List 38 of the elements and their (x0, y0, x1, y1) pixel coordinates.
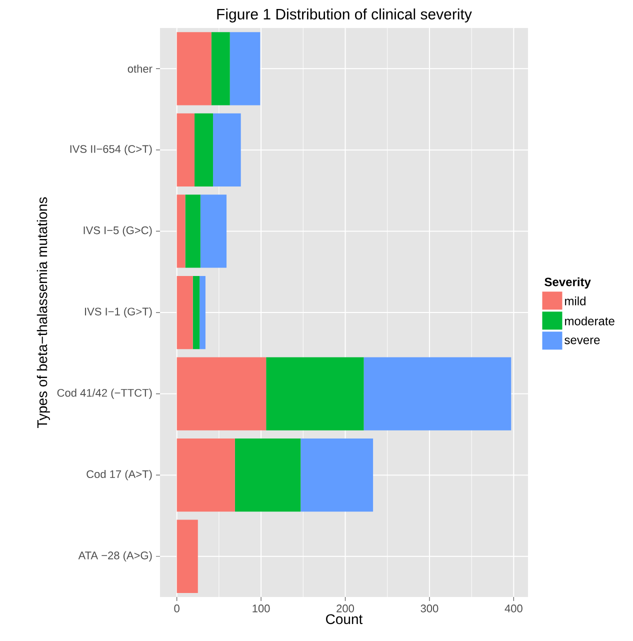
y-tick-label: IVS I−1 (G>T) (85, 307, 152, 318)
bar (211, 32, 230, 106)
bar (192, 276, 200, 350)
y-tick-label: Cod 17 (A>T) (86, 470, 152, 480)
legend-label: mild (565, 296, 586, 306)
legend-label: moderate (565, 316, 614, 326)
bar (176, 438, 235, 512)
bar (176, 520, 198, 593)
bar (176, 113, 195, 187)
y-tick-label: IVS II−654 (C>T) (70, 144, 152, 156)
bar (176, 276, 193, 350)
x-tick-label: 300 (420, 604, 438, 612)
bar (200, 194, 227, 268)
bar (234, 438, 301, 512)
y-tick-label: ATA −28 (A>G) (78, 551, 152, 562)
x-tick-label: 100 (252, 604, 270, 612)
bar (300, 438, 374, 512)
bar (185, 194, 200, 268)
bar (194, 113, 214, 187)
y-axis-title: Types of beta−thalassemia mutations (36, 197, 50, 428)
legend-title: Severity (544, 277, 591, 289)
bar (200, 276, 206, 350)
y-tick-label: Cod 41/42 (−TTCT) (57, 388, 152, 399)
bar (176, 32, 212, 106)
legend-label: severe (564, 338, 600, 344)
y-tick-label: other (128, 64, 152, 73)
bar (213, 113, 241, 187)
chart-title: Figure 1 Distribution of clinical severity (217, 8, 472, 22)
bar (176, 194, 186, 268)
x-tick-label: 400 (504, 604, 522, 612)
x-tick-label: 200 (336, 604, 354, 612)
bar (266, 357, 364, 430)
bar (176, 357, 266, 430)
bar (230, 32, 260, 106)
bar (364, 357, 512, 430)
x-tick-label: 0 (174, 604, 180, 612)
x-axis-title: Count (326, 614, 363, 624)
y-tick-label: IVS I−5 (G>C) (84, 226, 152, 236)
